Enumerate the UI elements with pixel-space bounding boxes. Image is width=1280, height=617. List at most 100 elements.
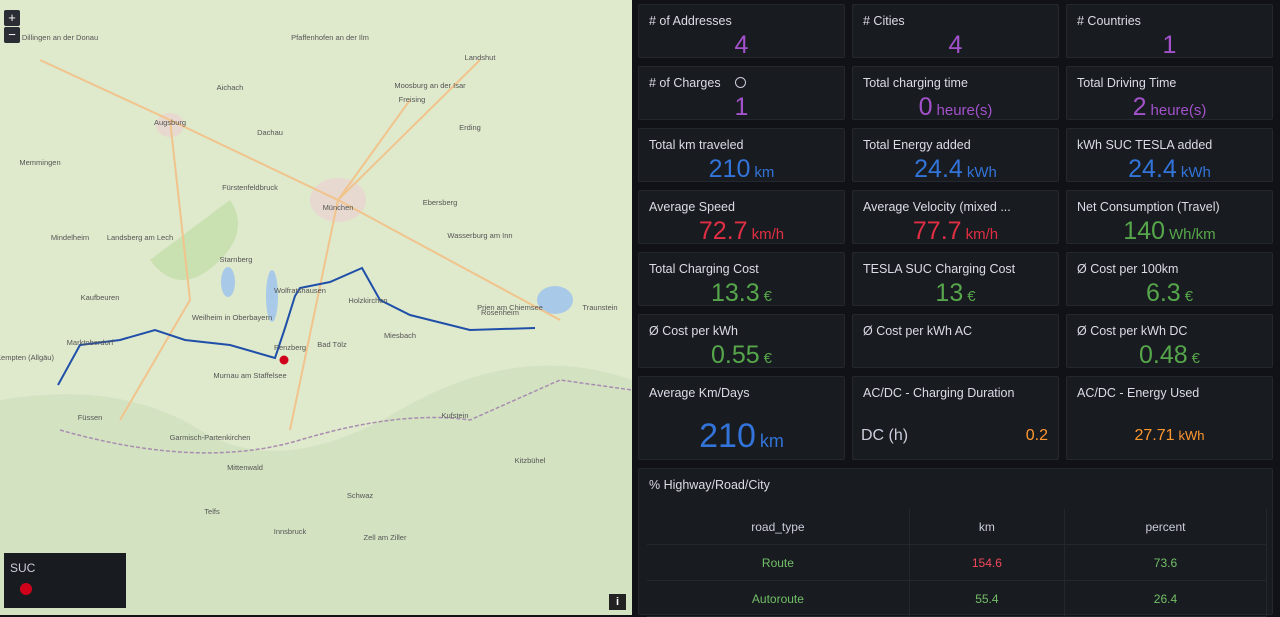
table-panel: % Highway/Road/City road_type km percent Ro… bbox=[638, 468, 1273, 617]
stat-unit: heure(s) bbox=[936, 102, 993, 119]
stat-unit: heure(s) bbox=[1150, 102, 1207, 119]
zoom-out[interactable]: − bbox=[4, 27, 20, 43]
panel-title: Total Driving Time bbox=[1077, 76, 1177, 90]
stat-unit: km bbox=[754, 164, 775, 181]
map-label: Zell am Ziller bbox=[364, 533, 407, 542]
map-label: Marktoberdorf bbox=[67, 338, 115, 347]
charger-marker[interactable] bbox=[279, 355, 289, 365]
map-label: Innsbruck bbox=[274, 527, 307, 536]
stat-value: 210 bbox=[708, 155, 751, 183]
table-cell: 73.6 bbox=[1064, 544, 1268, 581]
stat-value: 4 bbox=[734, 31, 749, 59]
panel-title: Ø Cost per kWh bbox=[649, 324, 738, 338]
legend-title: SUC bbox=[10, 561, 36, 575]
map-label: Freising bbox=[399, 95, 426, 104]
panel-title: AC/DC - Charging Duration bbox=[863, 386, 1015, 400]
stat-panel: AC/DC - Energy Used 27.71 kWh bbox=[1066, 376, 1273, 460]
stat-panel: Total Energy added 24.4 kWh bbox=[852, 128, 1059, 184]
stat-value-wrap: 1 bbox=[639, 93, 844, 122]
map-label: Landshut bbox=[465, 53, 497, 62]
stat-value: 13.3 bbox=[710, 279, 760, 307]
stat-value-wrap: 13.3 € bbox=[639, 279, 844, 308]
map-label: Kaufbeuren bbox=[81, 293, 120, 302]
map-label: Augsburg bbox=[154, 118, 186, 127]
map-label: Traunstein bbox=[582, 303, 617, 312]
stat-unit: € bbox=[967, 288, 976, 305]
map-label: Rosenheim bbox=[481, 308, 519, 317]
stat-value: 1 bbox=[1162, 31, 1177, 59]
info-label[interactable]: i bbox=[616, 596, 619, 608]
stat-panel: kWh SUC TESLA added 24.4 kWh bbox=[1066, 128, 1273, 184]
forest-area bbox=[150, 200, 238, 280]
stat-value-wrap: 0.48 € bbox=[1067, 341, 1272, 370]
stat-unit: € bbox=[1184, 288, 1194, 305]
stat-value-wrap: 140 Wh/km bbox=[1067, 217, 1272, 246]
map-label: Garmisch-Partenkirchen bbox=[170, 433, 251, 442]
panel-title: AC/DC - Energy Used bbox=[1077, 386, 1200, 400]
stat-panel: # Cities 4 bbox=[852, 4, 1059, 59]
stat-panel: Ø Cost per 100km 6.3 € bbox=[1066, 252, 1273, 307]
stat-value-wrap: 24.4 kWh bbox=[1067, 155, 1272, 184]
map-label: München bbox=[323, 203, 354, 212]
table-cell: Route bbox=[647, 544, 910, 581]
map-label: Miesbach bbox=[384, 331, 416, 340]
panel-title: Average Velocity (mixed ... bbox=[863, 200, 1011, 214]
stat-panel: AC/DC - Charging Duration DC (h) 0.2 bbox=[852, 376, 1059, 460]
map-label: Dachau bbox=[257, 128, 283, 137]
stat-value: 140 bbox=[1123, 217, 1166, 245]
route bbox=[57, 266, 536, 386]
panel-title: Net Consumption (Travel) bbox=[1077, 200, 1220, 214]
map-label: Kitzbühel bbox=[515, 456, 546, 465]
panel-title: Total Energy added bbox=[863, 138, 971, 152]
stat-value-wrap: 27.71 kWh bbox=[1067, 427, 1272, 445]
stat-panel: Total km traveled 210 km bbox=[638, 128, 845, 184]
stat-value: 77.7 bbox=[912, 217, 962, 245]
stat-unit: € bbox=[763, 350, 772, 367]
column-header: percent bbox=[1064, 509, 1268, 545]
stat-panel: Average Speed 72.7 km/h bbox=[638, 190, 845, 246]
lake bbox=[537, 286, 573, 314]
stat-value-wrap: 72.7 km/h bbox=[639, 217, 844, 246]
info-button[interactable] bbox=[609, 594, 626, 610]
stat-value: 0 bbox=[918, 93, 933, 121]
map-label: Dillingen an der Donau bbox=[22, 33, 98, 42]
stat-value-wrap: 210 km bbox=[639, 155, 844, 184]
map-label: Erding bbox=[459, 123, 481, 132]
stat-unit: € bbox=[763, 288, 772, 305]
legend-box bbox=[4, 553, 126, 608]
panel-title: % Highway/Road/City bbox=[649, 478, 770, 492]
map-label: Füssen bbox=[78, 413, 103, 422]
stat-value: 0.2 bbox=[1025, 427, 1048, 444]
panel-title: # of Addresses bbox=[649, 14, 732, 28]
lake bbox=[266, 270, 278, 322]
map-label: Holzkirchen bbox=[348, 296, 387, 305]
info-icon[interactable] bbox=[735, 77, 746, 88]
table-cell: 26.4 bbox=[1064, 580, 1268, 617]
stat-value: 210 bbox=[699, 417, 756, 455]
road bbox=[39, 59, 561, 431]
stat-panel: # of Addresses 4 bbox=[638, 4, 845, 59]
stat-unit: km/h bbox=[965, 226, 999, 243]
panel-title: Average Km/Days bbox=[649, 386, 750, 400]
stat-value: 13 bbox=[935, 279, 964, 307]
map-label: Aichach bbox=[217, 83, 244, 92]
panel-title: Ø Cost per 100km bbox=[1077, 262, 1179, 276]
map-label: Landsberg am Lech bbox=[107, 233, 173, 242]
table-cell: 55.4 bbox=[909, 580, 1065, 617]
stat-value: 6.3 bbox=[1145, 279, 1181, 307]
table-cell: 154.6 bbox=[909, 544, 1065, 581]
panel-title: Total Charging Cost bbox=[649, 262, 759, 276]
stat-value: 27.71 bbox=[1134, 427, 1175, 444]
stat-value: 0.48 bbox=[1138, 341, 1188, 369]
zoom-in[interactable]: + bbox=[4, 10, 20, 26]
stat-panel: Ø Cost per kWh 0.55 € bbox=[638, 314, 845, 369]
panel-title: # of Charges bbox=[649, 76, 721, 90]
stat-value-wrap: 0 heure(s) bbox=[853, 93, 1058, 122]
stat-unit: Wh/km bbox=[1169, 226, 1216, 243]
map: Dillingen an der Donau Augsburg Aichach Pfa… bbox=[0, 0, 632, 615]
stat-value-wrap: 24.4 kWh bbox=[853, 155, 1058, 184]
map-label: Moosburg an der Isar bbox=[394, 81, 466, 90]
table: road_type km percent Route 154.6 73.6 Autorout… bbox=[647, 509, 1268, 617]
map-label: Kufstein bbox=[441, 411, 468, 420]
